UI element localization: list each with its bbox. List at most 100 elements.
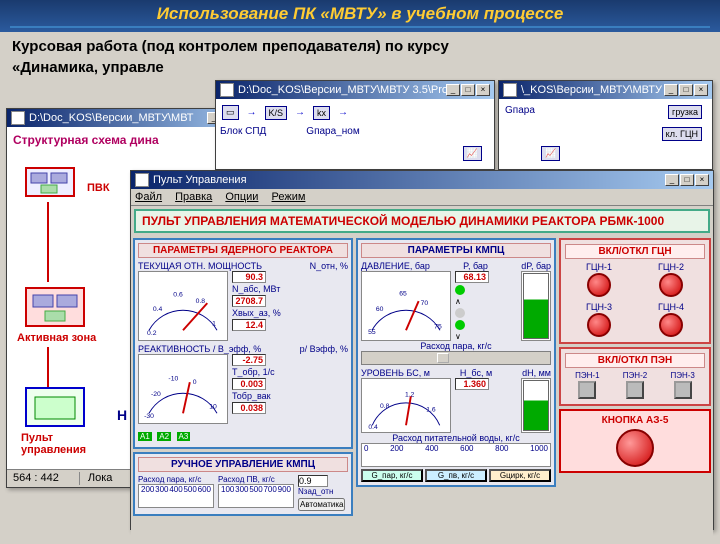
label-spd: Блок СПД bbox=[220, 126, 266, 137]
minimize-button[interactable]: _ bbox=[446, 84, 460, 96]
scale-steam[interactable]: 200300400500600 bbox=[138, 484, 214, 508]
gauge-reactivity: -30-20-10010 bbox=[138, 354, 228, 424]
svg-text:55: 55 bbox=[368, 329, 376, 336]
arrow-2 bbox=[47, 347, 49, 387]
led-mid bbox=[455, 308, 465, 318]
button-gcirc[interactable]: Gцирк, кг/с bbox=[489, 469, 551, 482]
app-icon bbox=[220, 83, 234, 97]
col-reactor: ПАРАМЕТРЫ ЯДЕРНОГО РЕАКТОРА ТЕКУЩАЯ ОТН.… bbox=[133, 238, 353, 542]
button-gpv[interactable]: G_пв, кг/с bbox=[425, 469, 487, 482]
svg-text:1: 1 bbox=[212, 320, 216, 327]
arrow-1 bbox=[47, 202, 49, 282]
close-button[interactable]: × bbox=[695, 174, 709, 186]
group-title-kmpc: ПАРАМЕТРЫ КМПЦ bbox=[361, 243, 551, 258]
gcn-1[interactable]: ГЦН-1 bbox=[565, 262, 633, 298]
slide-header: Использование ПК «МВТУ» в учебном процес… bbox=[0, 0, 720, 32]
readouts-react: -2.75 T_обр, 1/с 0.003 Тобр_вак 0.038 bbox=[232, 354, 348, 424]
button-az5[interactable] bbox=[616, 429, 654, 467]
lbl-flow-pv2: Расход питательной воды, кг/с bbox=[361, 433, 551, 443]
app-icon bbox=[11, 111, 25, 125]
app-icon bbox=[503, 83, 517, 97]
win2-titlebar[interactable]: D:\Doc_KOS\Версии_МВТУ\МВТУ 3.5\Projects… bbox=[216, 81, 494, 99]
svg-text:0.4: 0.4 bbox=[368, 424, 378, 431]
menu-edit[interactable]: Правка bbox=[175, 191, 212, 203]
label-pvk: ПВК bbox=[87, 182, 110, 194]
title-gcn: ВКЛ/ОТКЛ ГЦН bbox=[565, 244, 705, 259]
window-control-panel: Пульт Управления _□× Файл Правка Опции Р… bbox=[130, 170, 714, 530]
slide-subtitle-2: «Динамика, управле bbox=[0, 57, 720, 82]
svg-text:60: 60 bbox=[376, 306, 384, 313]
block-active-zone[interactable] bbox=[25, 287, 85, 327]
close-button[interactable]: × bbox=[476, 84, 490, 96]
block-spd[interactable]: ▭ bbox=[222, 105, 239, 120]
label-power: ТЕКУЩАЯ ОТН. МОЩНОСТЬ bbox=[138, 261, 262, 271]
svg-text:75: 75 bbox=[434, 323, 442, 330]
block-control-panel[interactable] bbox=[25, 387, 85, 427]
block-chart3[interactable]: 📈 bbox=[541, 146, 560, 161]
group-kmpc-params: ПАРАМЕТРЫ КМПЦ ДАВЛЕНИЕ, бар P, бар dP, … bbox=[356, 238, 556, 487]
slide-title: Использование ПК «МВТУ» в учебном процес… bbox=[10, 4, 710, 24]
svg-text:10: 10 bbox=[209, 403, 217, 410]
lbl-level: УРОВЕНЬ БС, м bbox=[361, 368, 430, 378]
minimize-button[interactable]: _ bbox=[664, 84, 678, 96]
group-gcn: ВКЛ/ОТКЛ ГЦН ГЦН-1 ГЦН-2 ГЦН-3 ГЦН-4 bbox=[559, 238, 711, 344]
gcn-3[interactable]: ГЦН-3 bbox=[565, 302, 633, 338]
maximize-button[interactable]: □ bbox=[461, 84, 475, 96]
block-chart[interactable]: 📈 bbox=[463, 146, 482, 161]
block-load[interactable]: грузка bbox=[668, 105, 702, 119]
button-gpar[interactable]: G_пар, кг/с bbox=[361, 469, 423, 482]
led-icon bbox=[659, 313, 683, 337]
block-ks[interactable]: K/S bbox=[265, 106, 288, 120]
block-kx[interactable]: kx bbox=[313, 106, 330, 120]
button-auto[interactable]: Автоматика bbox=[298, 498, 345, 511]
val-tobrv: 0.038 bbox=[232, 402, 266, 414]
win3-title: \_KOS\Версии_МВТУ\МВТУ 3.5\Pr... bbox=[521, 84, 664, 96]
label-rho: р/ Вэфф, % bbox=[300, 344, 348, 354]
val-tobr: 0.003 bbox=[232, 378, 266, 390]
svg-text:0.2: 0.2 bbox=[147, 330, 157, 337]
window-diagram-2: D:\Doc_KOS\Версии_МВТУ\МВТУ 3.5\Projects… bbox=[215, 80, 495, 170]
pen-1[interactable]: ПЭН-1 bbox=[565, 371, 610, 400]
maximize-button[interactable]: □ bbox=[679, 84, 693, 96]
group-pen: ВКЛ/ОТКЛ ПЭН ПЭН-1 ПЭН-2 ПЭН-3 bbox=[559, 347, 711, 406]
svg-text:65: 65 bbox=[399, 290, 407, 297]
gcn-4[interactable]: ГЦН-4 bbox=[637, 302, 705, 338]
label-gpara3: Gпара bbox=[505, 105, 535, 116]
svg-text:-20: -20 bbox=[151, 391, 161, 398]
lbl-flow-steam2: Расход пара, кг/с bbox=[361, 341, 551, 351]
input-nzad[interactable] bbox=[298, 475, 328, 487]
slider-steam[interactable] bbox=[361, 351, 551, 365]
val-nabs: 2708.7 bbox=[232, 295, 266, 307]
scale-pv[interactable]: 100300500700900 bbox=[218, 484, 294, 508]
menu-mode[interactable]: Режим bbox=[272, 191, 306, 203]
indicator-a2: A2 bbox=[157, 432, 171, 441]
minimize-button[interactable]: _ bbox=[665, 174, 679, 186]
maximize-button[interactable]: □ bbox=[680, 174, 694, 186]
menu-file[interactable]: Файл bbox=[135, 191, 162, 203]
block-gcn[interactable]: кл. ГЦН bbox=[662, 127, 702, 141]
panel-main-title: ПУЛЬТ УПРАВЛЕНИЯ МАТЕМАТИЧЕСКОЙ МОДЕЛЬЮ … bbox=[134, 209, 710, 233]
pen-3[interactable]: ПЭН-3 bbox=[660, 371, 705, 400]
svg-text:0.8: 0.8 bbox=[380, 403, 390, 410]
led-down bbox=[455, 320, 465, 330]
svg-text:0.6: 0.6 bbox=[173, 291, 183, 298]
label-az: Активная зона bbox=[17, 332, 96, 344]
svg-text:0: 0 bbox=[193, 379, 197, 386]
win4-titlebar[interactable]: Пульт Управления _□× bbox=[131, 171, 713, 189]
win3-content: Gпара грузка кл. ГЦН 📈 bbox=[499, 99, 712, 169]
scale-pv2[interactable]: 02004006008001000 bbox=[361, 443, 551, 467]
block-pvk[interactable] bbox=[25, 167, 75, 197]
vbar-dh bbox=[521, 378, 551, 433]
win3-titlebar[interactable]: \_KOS\Версии_МВТУ\МВТУ 3.5\Pr... _□× bbox=[499, 81, 712, 99]
group-reactor-params: ПАРАМЕТРЫ ЯДЕРНОГО РЕАКТОРА ТЕКУЩАЯ ОТН.… bbox=[133, 238, 353, 449]
status-mode: Лока bbox=[79, 472, 113, 485]
vbar-dp bbox=[521, 271, 551, 341]
lbl-flow-steam: Расход пара, кг/с bbox=[138, 475, 214, 484]
gcn-2[interactable]: ГЦН-2 bbox=[637, 262, 705, 298]
close-button[interactable]: × bbox=[694, 84, 708, 96]
pen-2[interactable]: ПЭН-2 bbox=[613, 371, 658, 400]
menu-opts[interactable]: Опции bbox=[225, 191, 258, 203]
indicator-a3: A3 bbox=[177, 432, 191, 441]
svg-text:-30: -30 bbox=[144, 413, 154, 420]
val-level: 1.360 bbox=[455, 378, 489, 390]
